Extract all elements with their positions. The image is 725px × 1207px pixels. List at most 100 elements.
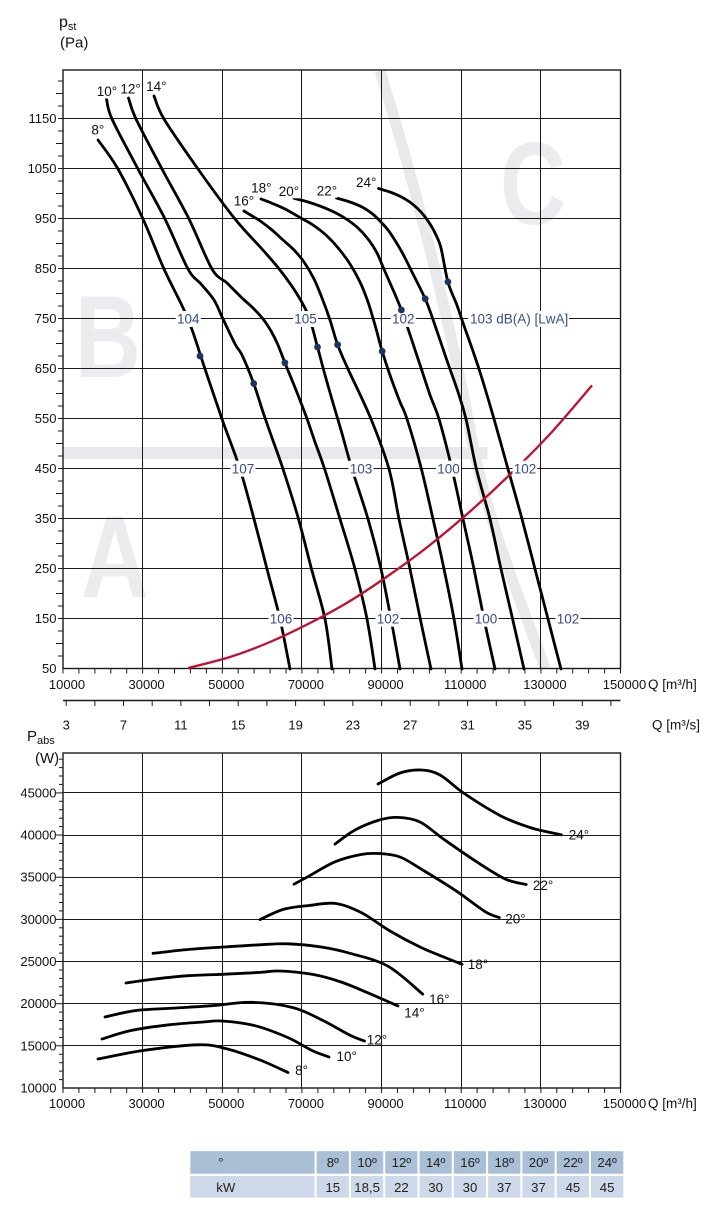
svg-text:23: 23 (346, 718, 360, 733)
svg-text:30: 30 (428, 1180, 443, 1195)
svg-text:950: 950 (35, 211, 57, 226)
svg-text:20º: 20º (529, 1155, 549, 1170)
svg-text:10º: 10º (357, 1155, 377, 1170)
svg-text:24°: 24° (569, 828, 589, 843)
svg-text:22°: 22° (533, 878, 553, 893)
svg-text:35: 35 (518, 718, 532, 733)
svg-text:10°: 10° (97, 84, 117, 99)
svg-text:103: 103 (350, 461, 373, 476)
svg-text:20°: 20° (279, 184, 299, 199)
svg-text:31: 31 (460, 718, 474, 733)
svg-text:18,5: 18,5 (354, 1180, 380, 1195)
svg-text:10°: 10° (336, 1049, 356, 1064)
svg-text:100: 100 (437, 461, 460, 476)
svg-text:Q [m³/h]: Q [m³/h] (648, 677, 697, 692)
svg-text:1150: 1150 (29, 111, 57, 126)
svg-text:650: 650 (35, 361, 57, 376)
svg-text:1050: 1050 (28, 161, 57, 176)
svg-text:110000: 110000 (444, 677, 486, 692)
svg-text:8º: 8º (327, 1155, 339, 1170)
svg-text:22: 22 (394, 1180, 409, 1195)
svg-text:8°: 8° (91, 122, 104, 137)
svg-text:103 dB(A) [LwA]: 103 dB(A) [LwA] (470, 312, 568, 327)
svg-text:102: 102 (514, 461, 537, 476)
svg-text:7: 7 (120, 718, 127, 733)
svg-text:12°: 12° (120, 82, 140, 97)
svg-text:°: ° (218, 1155, 223, 1170)
svg-text:B: B (75, 272, 141, 402)
svg-text:14°: 14° (146, 79, 166, 94)
svg-text:12°: 12° (367, 1033, 387, 1048)
svg-text:30: 30 (463, 1180, 478, 1195)
svg-text:250: 250 (35, 561, 57, 576)
svg-text:15: 15 (231, 718, 245, 733)
svg-text:24°: 24° (356, 175, 376, 190)
svg-text:90000: 90000 (368, 1096, 404, 1111)
svg-text:22º: 22º (563, 1155, 583, 1170)
svg-text:(W): (W) (35, 750, 59, 767)
svg-text:450: 450 (35, 461, 57, 476)
svg-text:45000: 45000 (20, 785, 56, 800)
svg-text:(Pa): (Pa) (60, 35, 88, 52)
svg-text:150: 150 (35, 611, 57, 626)
svg-text:150000: 150000 (603, 1096, 646, 1111)
svg-text:550: 550 (35, 411, 57, 426)
svg-text:20°: 20° (505, 911, 525, 926)
svg-text:22°: 22° (317, 183, 337, 198)
svg-text:15: 15 (325, 1180, 340, 1195)
svg-text:16°: 16° (234, 193, 254, 208)
svg-text:105: 105 (294, 312, 317, 327)
svg-text:350: 350 (35, 511, 57, 526)
svg-text:18º: 18º (494, 1155, 514, 1170)
svg-text:110000: 110000 (444, 1096, 486, 1111)
svg-text:19: 19 (288, 718, 302, 733)
svg-text:40000: 40000 (20, 828, 56, 843)
svg-text:50000: 50000 (208, 1096, 244, 1111)
svg-text:8°: 8° (295, 1063, 308, 1078)
svg-text:50000: 50000 (208, 677, 244, 692)
svg-text:90000: 90000 (368, 677, 404, 692)
svg-text:30000: 30000 (129, 677, 165, 692)
svg-text:50: 50 (42, 661, 56, 676)
svg-text:16°: 16° (429, 992, 449, 1007)
svg-text:70000: 70000 (288, 677, 324, 692)
svg-text:18°: 18° (468, 957, 488, 972)
svg-text:37: 37 (531, 1180, 546, 1195)
svg-text:kW: kW (216, 1180, 236, 1195)
svg-text:3: 3 (63, 718, 70, 733)
svg-text:104: 104 (177, 312, 200, 327)
svg-text:39: 39 (575, 718, 589, 733)
svg-text:10000: 10000 (49, 1096, 85, 1111)
svg-text:106: 106 (270, 611, 293, 626)
svg-text:37: 37 (497, 1180, 512, 1195)
svg-text:10000: 10000 (20, 1081, 56, 1096)
svg-text:24º: 24º (597, 1155, 617, 1170)
svg-text:11: 11 (174, 718, 188, 733)
svg-text:20000: 20000 (20, 996, 56, 1011)
svg-text:100: 100 (475, 611, 498, 626)
svg-text:130000: 130000 (523, 677, 566, 692)
svg-text:27: 27 (403, 718, 417, 733)
svg-text:107: 107 (232, 461, 255, 476)
svg-text:130000: 130000 (523, 1096, 566, 1111)
svg-text:150000: 150000 (603, 677, 646, 692)
svg-text:14°: 14° (404, 1005, 424, 1020)
svg-text:70000: 70000 (288, 1096, 324, 1111)
svg-text:850: 850 (35, 261, 57, 276)
svg-text:25000: 25000 (20, 954, 56, 969)
svg-text:35000: 35000 (20, 870, 56, 885)
svg-text:A: A (81, 492, 149, 622)
svg-text:Q [m³/h]: Q [m³/h] (648, 1096, 697, 1111)
svg-text:C: C (500, 119, 566, 249)
svg-text:45: 45 (566, 1180, 581, 1195)
svg-text:14º: 14º (426, 1155, 446, 1170)
svg-text:750: 750 (35, 311, 57, 326)
svg-text:102: 102 (392, 312, 415, 327)
svg-text:18°: 18° (251, 180, 271, 195)
svg-text:16º: 16º (460, 1155, 480, 1170)
svg-text:15000: 15000 (20, 1038, 56, 1053)
svg-text:Q [m³/s]: Q [m³/s] (652, 718, 700, 733)
svg-text:45: 45 (600, 1180, 615, 1195)
svg-text:30000: 30000 (129, 1096, 165, 1111)
svg-text:102: 102 (557, 611, 580, 626)
